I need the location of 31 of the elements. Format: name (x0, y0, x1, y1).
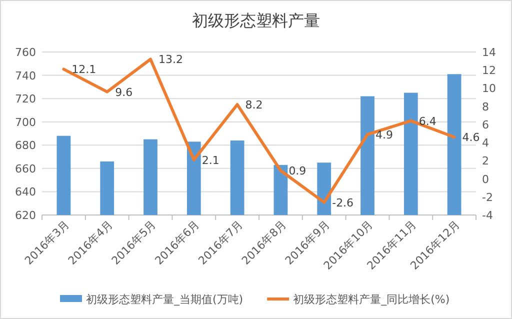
y-tick-label: 640 (15, 186, 36, 199)
y2-tick-label: 0 (482, 172, 489, 186)
legend-label: 初级形态塑料产量_同比增长(%) (293, 293, 450, 306)
data-label: 13.2 (158, 53, 183, 66)
data-label: 6.4 (418, 114, 436, 128)
y2-tick-label: 6 (482, 118, 489, 132)
data-label: 4.9 (376, 128, 393, 142)
y-tick-label: 660 (15, 162, 36, 176)
data-label: -2.6 (332, 196, 354, 210)
y2-tick-label: 2 (482, 154, 489, 168)
data-label: 2.1 (202, 154, 220, 167)
y-tick-label: 620 (15, 209, 36, 222)
y2-tick-label: 12 (482, 64, 496, 78)
y2-tick-label: -4 (482, 209, 493, 222)
y2-tick-label: 14 (482, 46, 496, 59)
y-tick-label: 740 (15, 69, 36, 82)
data-label: 8.2 (245, 98, 263, 112)
chart-title: 初级形态塑料产量 (192, 11, 320, 30)
data-label: 0.9 (288, 164, 306, 178)
y2-tick-label: -2 (482, 190, 493, 204)
y-tick-label: 680 (15, 139, 36, 152)
data-label: 4.6 (462, 131, 480, 144)
y2-tick-label: 4 (482, 136, 489, 150)
y-tick-label: 760 (15, 46, 36, 59)
data-label: 9.6 (115, 86, 133, 99)
y-tick-label: 720 (15, 92, 36, 106)
y-tick-label: 700 (15, 116, 36, 129)
data-label: 12.1 (72, 63, 96, 76)
legend-label: 初级形态塑料产量_当期值(万吨) (86, 293, 244, 306)
y2-tick-label: 10 (482, 82, 496, 96)
y2-tick-label: 8 (482, 100, 489, 114)
